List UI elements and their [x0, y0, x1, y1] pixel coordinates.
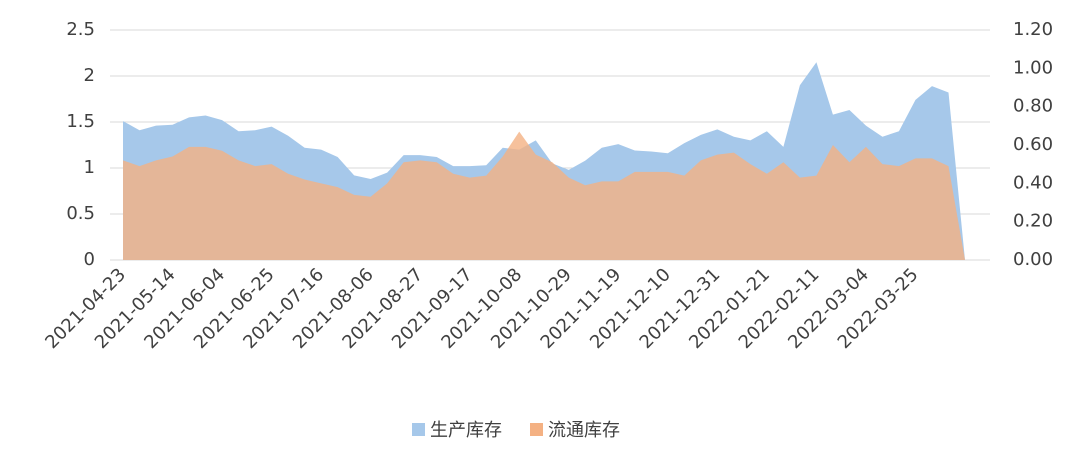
y-tick-label: 0.5 [66, 203, 95, 224]
y-tick-label: 2.5 [66, 19, 95, 40]
y2-tick-label: 0.80 [1013, 96, 1053, 117]
y2-tick-label: 1.20 [1013, 19, 1053, 40]
legend-label: 生产库存 [430, 420, 502, 441]
y-tick-label: 0 [84, 249, 95, 270]
legend-swatch [530, 423, 543, 436]
y-tick-label: 1 [84, 157, 95, 178]
legend-swatch [412, 423, 425, 436]
y2-tick-label: 0.20 [1013, 211, 1053, 232]
y2-tick-label: 0.60 [1013, 134, 1053, 155]
y2-tick-label: 1.00 [1013, 57, 1053, 78]
y2-tick-label: 0.40 [1013, 172, 1053, 193]
y2-tick-label: 0.00 [1013, 249, 1053, 270]
y-tick-label: 2 [84, 65, 95, 86]
y-tick-label: 1.5 [66, 111, 95, 132]
legend-label: 流通库存 [548, 420, 620, 441]
area [123, 131, 965, 260]
